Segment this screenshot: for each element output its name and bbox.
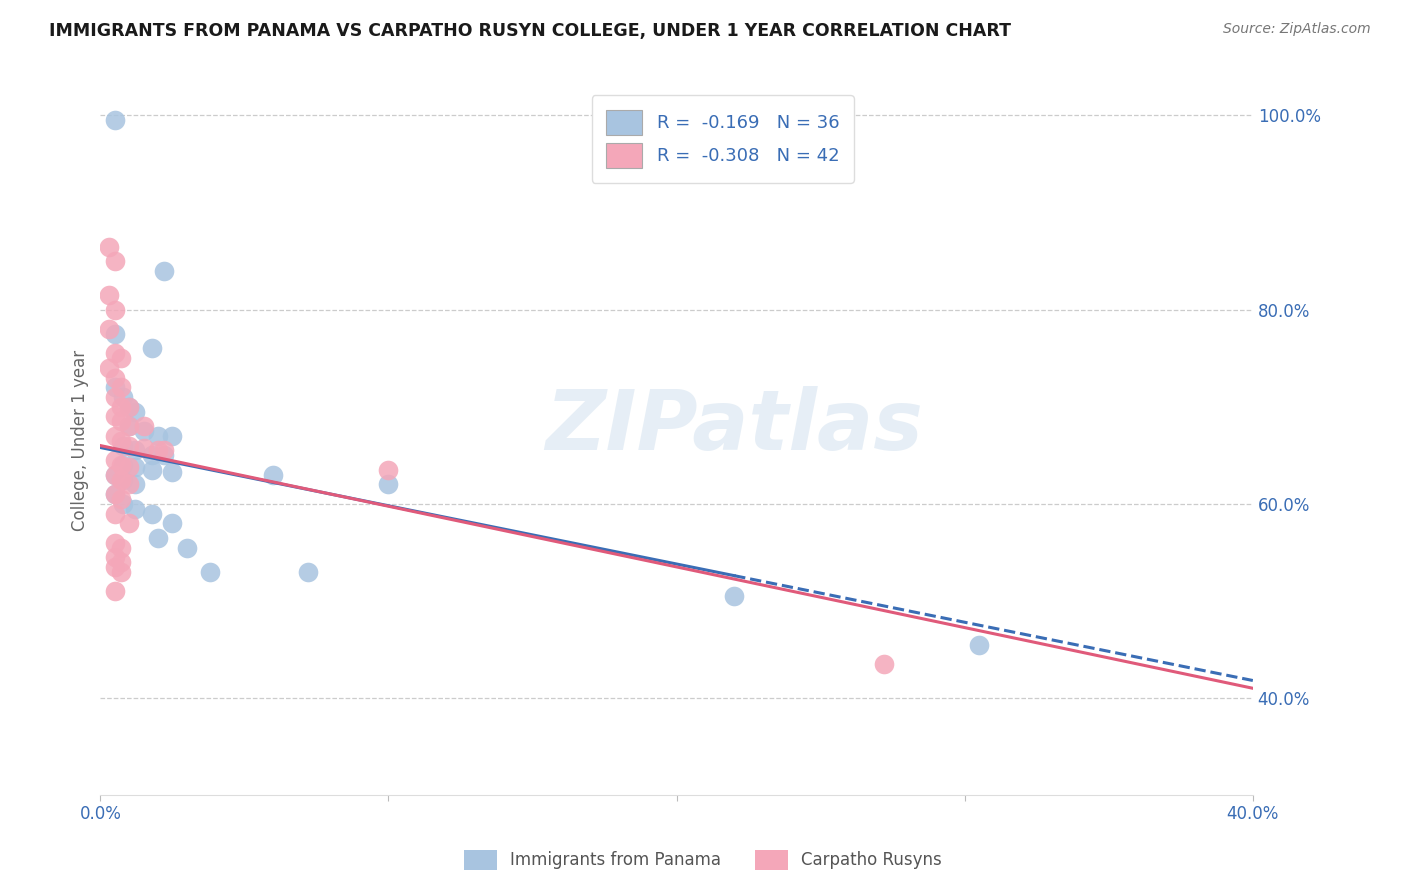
Legend: Immigrants from Panama, Carpatho Rusyns: Immigrants from Panama, Carpatho Rusyns <box>457 843 949 877</box>
Point <box>118 516 141 531</box>
Point <box>118 439 141 453</box>
Point <box>112 390 135 404</box>
Point <box>104 467 127 482</box>
Legend: R =  -0.169   N = 36, R =  -0.308   N = 42: R = -0.169 N = 36, R = -0.308 N = 42 <box>592 95 853 183</box>
Point <box>176 541 198 555</box>
Point <box>124 459 146 474</box>
Point <box>146 531 169 545</box>
Y-axis label: College, Under 1 year: College, Under 1 year <box>72 351 89 532</box>
Point <box>162 429 184 443</box>
Point <box>118 400 141 414</box>
Point <box>104 429 127 443</box>
Point <box>112 473 135 487</box>
Point <box>152 443 174 458</box>
Point <box>110 414 132 428</box>
Point <box>118 477 141 491</box>
Point <box>162 465 184 479</box>
Point <box>723 589 745 603</box>
Point <box>104 550 127 565</box>
Point <box>124 404 146 418</box>
Point <box>141 342 163 356</box>
Point <box>110 541 132 555</box>
Point <box>198 565 221 579</box>
Point <box>141 448 163 462</box>
Point <box>124 501 146 516</box>
Point <box>377 463 399 477</box>
Point <box>104 370 127 384</box>
Point <box>377 477 399 491</box>
Point <box>104 487 127 501</box>
Point <box>112 439 135 453</box>
Point <box>873 657 896 671</box>
Point <box>104 453 127 467</box>
Point <box>141 463 163 477</box>
Point <box>118 459 141 474</box>
Point <box>104 380 127 394</box>
Point <box>104 113 127 128</box>
Point <box>110 491 132 506</box>
Point <box>110 555 132 569</box>
Point <box>104 254 127 268</box>
Point <box>141 507 163 521</box>
Point <box>124 443 146 458</box>
Point <box>297 565 319 579</box>
Point <box>110 458 132 472</box>
Point <box>124 477 146 491</box>
Point <box>98 360 121 375</box>
Point <box>132 424 155 438</box>
Point <box>104 346 127 360</box>
Point <box>104 390 127 404</box>
Point <box>110 400 132 414</box>
Point <box>146 443 169 458</box>
Text: Source: ZipAtlas.com: Source: ZipAtlas.com <box>1223 22 1371 37</box>
Point <box>152 448 174 462</box>
Point <box>98 288 121 302</box>
Point <box>112 458 135 472</box>
Point <box>132 441 155 455</box>
Point <box>104 467 127 482</box>
Text: ZIPatlas: ZIPatlas <box>546 386 924 467</box>
Point <box>98 239 121 253</box>
Point <box>152 264 174 278</box>
Point <box>262 467 284 482</box>
Point <box>104 560 127 574</box>
Point <box>967 638 990 652</box>
Point <box>110 473 132 487</box>
Point <box>104 535 127 549</box>
Point <box>132 419 155 434</box>
Point <box>118 400 141 414</box>
Point <box>110 565 132 579</box>
Point <box>104 326 127 341</box>
Point <box>112 497 135 511</box>
Point <box>118 419 141 434</box>
Text: IMMIGRANTS FROM PANAMA VS CARPATHO RUSYN COLLEGE, UNDER 1 YEAR CORRELATION CHART: IMMIGRANTS FROM PANAMA VS CARPATHO RUSYN… <box>49 22 1011 40</box>
Point <box>104 409 127 424</box>
Point <box>104 487 127 501</box>
Point <box>110 434 132 448</box>
Point <box>118 419 141 434</box>
Point <box>110 380 132 394</box>
Point <box>162 516 184 531</box>
Point <box>104 507 127 521</box>
Point <box>146 429 169 443</box>
Point <box>98 322 121 336</box>
Point <box>104 584 127 599</box>
Point <box>110 351 132 366</box>
Point <box>104 302 127 317</box>
